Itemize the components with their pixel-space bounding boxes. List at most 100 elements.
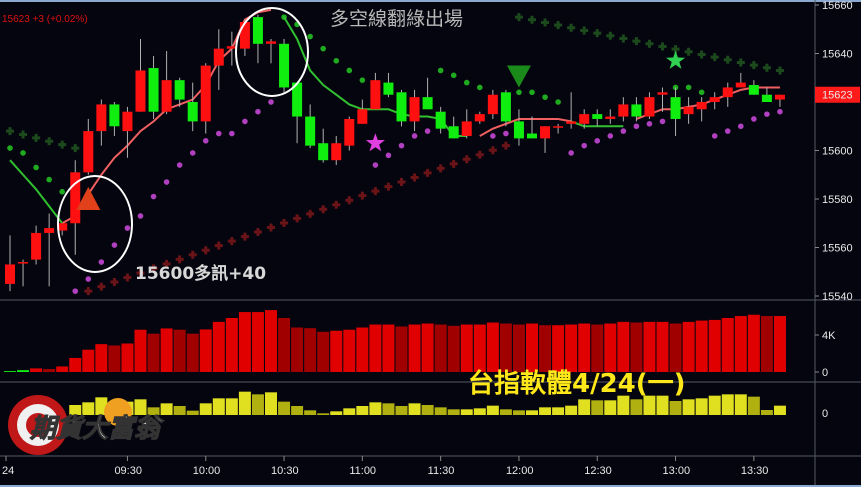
- time-tick-label: 11:00: [349, 465, 376, 477]
- stop-cross-marker: [384, 182, 393, 191]
- sar-dot: [751, 116, 757, 122]
- candle-body: [266, 41, 276, 44]
- volume-bar: [212, 321, 225, 372]
- sar-dot: [738, 123, 744, 130]
- stop-cross-marker: [606, 31, 615, 40]
- oscillator-bar: [369, 402, 382, 415]
- sar-dot: [646, 121, 653, 127]
- oscillator-bar: [291, 406, 304, 415]
- candle-body: [709, 97, 720, 102]
- stop-cross-marker: [423, 168, 432, 177]
- volume-bar: [43, 369, 56, 372]
- candle-body: [57, 223, 68, 231]
- volume-tick-label: 0: [822, 367, 828, 379]
- stop-cross-marker: [554, 21, 563, 30]
- candle-body: [722, 87, 733, 98]
- volume-bar: [656, 321, 669, 372]
- sar-dot: [463, 79, 470, 86]
- price-tick-label: 15560: [822, 243, 853, 255]
- volume-bar: [173, 329, 186, 372]
- sar-dot: [229, 130, 235, 137]
- sar-dot: [124, 225, 131, 231]
- sar-dot: [594, 138, 601, 144]
- candle-body: [292, 82, 303, 117]
- stop-cross-marker: [32, 133, 41, 142]
- green-star-icon: [666, 50, 686, 69]
- volume-bar: [669, 323, 682, 372]
- oscillator-bar: [251, 394, 264, 415]
- stop-cross-marker: [306, 209, 315, 218]
- volume-bar: [578, 323, 591, 372]
- sar-dot: [202, 138, 209, 144]
- candle-body: [70, 172, 81, 224]
- time-tick-label: 09:30: [114, 465, 142, 477]
- volume-bar: [317, 331, 330, 372]
- volume-bar: [147, 333, 160, 372]
- oscillator-bar: [356, 406, 369, 415]
- stop-cross-marker: [45, 137, 54, 146]
- stop-cross-marker: [214, 241, 223, 250]
- sar-dot: [346, 67, 353, 74]
- oscillator-bar: [460, 409, 473, 415]
- stop-cross-marker: [227, 237, 236, 246]
- candle-body: [109, 104, 120, 127]
- time-tick-label: 11:30: [428, 465, 455, 477]
- time-tick-label: 12:00: [506, 465, 534, 477]
- candle-body: [357, 109, 368, 124]
- candle-body: [631, 104, 642, 117]
- volume-bar: [526, 323, 538, 372]
- oscillator-bar: [173, 406, 186, 415]
- oscillator-bar: [238, 391, 251, 415]
- volume-bar: [121, 343, 134, 372]
- sar-dot: [711, 133, 718, 139]
- candle-body: [44, 228, 55, 233]
- oscillator-bar: [447, 409, 460, 415]
- sar-dot: [516, 89, 522, 96]
- stop-cross-marker: [619, 34, 628, 43]
- volume-bar: [643, 321, 656, 372]
- candle-body: [187, 102, 198, 122]
- sar-dot: [189, 150, 196, 156]
- sar-dot: [320, 45, 327, 52]
- last-price-label: 15623: [822, 90, 853, 102]
- volume-bar: [773, 316, 786, 372]
- stop-cross-marker: [136, 268, 145, 277]
- volume-bar: [617, 321, 630, 372]
- stop-cross-marker: [71, 144, 80, 153]
- oscillator-bar: [278, 401, 291, 415]
- sar-dot: [46, 176, 52, 183]
- candle-body: [83, 131, 94, 173]
- stop-cross-marker: [345, 196, 354, 205]
- stop-cross-marker: [240, 232, 249, 241]
- oscillator-bar: [565, 405, 578, 415]
- stop-cross-marker: [410, 173, 419, 182]
- stop-cross-marker: [253, 228, 262, 237]
- oscillator-bar: [82, 402, 95, 415]
- stop-cross-marker: [541, 18, 550, 27]
- oscillator-bar: [134, 399, 147, 415]
- stop-cross-marker: [84, 287, 93, 296]
- volume-bar: [447, 325, 460, 372]
- sar-dot: [216, 130, 222, 137]
- sell-signal-triangle-icon: [506, 65, 531, 88]
- sar-dot: [764, 111, 770, 117]
- volume-bar: [734, 316, 747, 372]
- oscillator-bar: [421, 405, 434, 415]
- volume-bar: [512, 324, 525, 372]
- sar-dot: [607, 133, 614, 139]
- sar-dot: [724, 128, 731, 134]
- candle-body: [448, 126, 459, 139]
- sar-dot: [150, 193, 157, 200]
- long-signal-annotation: 15600多訊+40: [135, 263, 266, 284]
- sar-dot: [581, 142, 587, 149]
- sar-dot: [85, 276, 92, 282]
- volume-bar: [238, 312, 251, 372]
- oscillator-bar: [643, 395, 656, 415]
- highlight-circle-exit: [235, 7, 309, 97]
- stop-cross-marker: [19, 130, 28, 139]
- candle-body: [148, 68, 159, 112]
- oscillator-bar: [578, 399, 591, 415]
- bottom-border: [0, 485, 861, 487]
- sar-dot: [307, 33, 313, 40]
- volume-bar: [369, 324, 382, 372]
